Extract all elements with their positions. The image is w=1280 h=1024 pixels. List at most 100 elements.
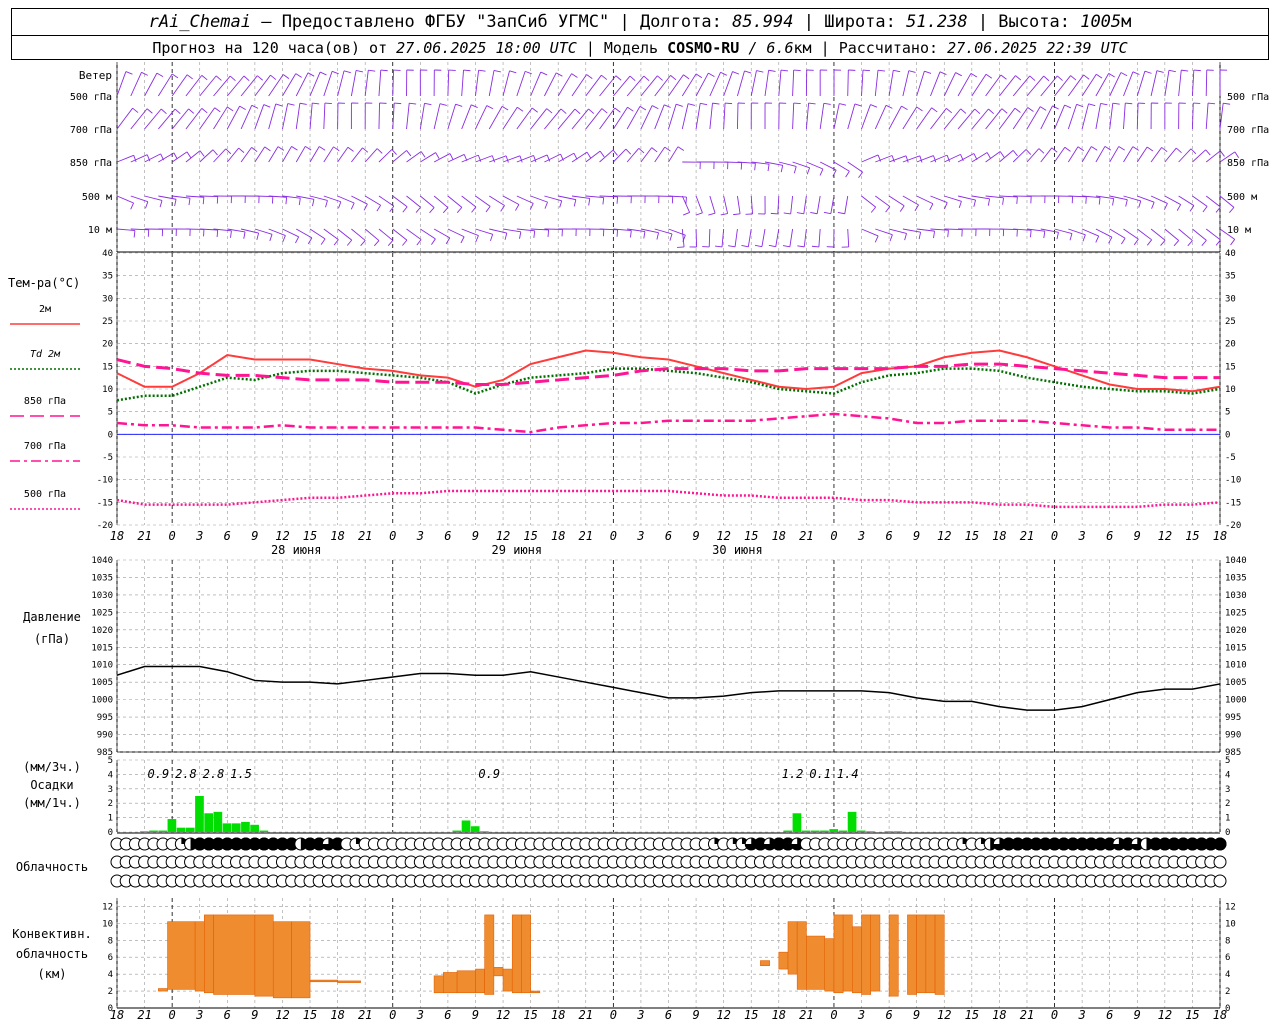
wind-barb-feather (670, 75, 677, 81)
wind-barb-feather (485, 206, 491, 213)
wind-barb-feather (559, 200, 563, 208)
wind-barb-2 (902, 155, 920, 163)
wind-barb-3 (309, 195, 328, 201)
wind-barb-1 (833, 103, 840, 130)
wind-barb-2 (461, 154, 479, 163)
wind-barb-1 (861, 104, 871, 130)
conv-xtick: 12 (275, 1008, 289, 1022)
wind-barb-feather (546, 154, 551, 162)
temp-xtick: 12 (716, 529, 730, 543)
precip-bar (884, 831, 894, 832)
wind-barb-feather (387, 240, 394, 247)
wind-barb-feather (810, 211, 818, 215)
wind-level-label: 10 м (88, 225, 112, 236)
wind-barb-feather (1205, 149, 1211, 156)
wind-barb-4 (902, 228, 921, 233)
wind-barb-feather (416, 239, 422, 246)
wind-barb-0 (475, 70, 480, 97)
wind-barb-1 (557, 108, 576, 130)
wind-barb-feather (839, 103, 847, 106)
wind-barb-0 (185, 75, 203, 97)
wind-barb-0 (695, 72, 709, 97)
wind-barb-feather (918, 232, 922, 240)
precip-bar (866, 831, 875, 832)
wind-barb-feather (675, 103, 683, 107)
wind-barb-feather (901, 105, 908, 111)
wind-barb-3 (571, 195, 590, 199)
temp-ytick-right: 35 (1225, 272, 1236, 282)
wind-barb-2 (544, 153, 561, 163)
wind-barb-feather (312, 102, 320, 105)
wind-barb-feather (146, 108, 153, 114)
pres-ytick-right: 995 (1225, 713, 1241, 723)
wind-barb-feather (744, 70, 752, 74)
wind-barb-feather (643, 231, 646, 239)
wind-barb-feather (546, 108, 553, 114)
wind-barb-0 (116, 71, 127, 97)
wind-barb-feather (782, 245, 790, 248)
wind-barb-4 (130, 228, 149, 231)
wind-barb-1 (171, 108, 189, 130)
conv-cloud-bar (309, 979, 338, 983)
wind-barb-feather (616, 229, 618, 237)
calc-time: 27.06.2025 22:39 UTC (947, 39, 1128, 57)
precip-bar (222, 823, 232, 832)
wind-barb-feather (1144, 70, 1152, 74)
pres-ytick-right: 1010 (1225, 661, 1247, 671)
wind-barb-4 (888, 228, 907, 234)
wind-barb-feather (243, 75, 250, 81)
wind-barb-0 (1054, 75, 1071, 97)
wind-barb-4 (323, 228, 339, 240)
wind-barb-4 (489, 228, 507, 234)
temp-xtick: 0 (1051, 529, 1058, 543)
wind-barb-feather (999, 151, 1005, 158)
conv-xtick: 18 (772, 1008, 786, 1022)
wind-barb-1 (585, 108, 603, 130)
wind-barb-4 (640, 228, 659, 234)
wind-barb-2 (613, 148, 627, 163)
wind-barb-0 (309, 71, 321, 97)
wind-barb-0 (861, 70, 864, 97)
wind-barb-feather (394, 102, 402, 105)
cloud-octa-fill (745, 838, 758, 850)
wind-barb-3 (875, 195, 891, 207)
wind-barb-feather (1029, 230, 1032, 238)
wind-barb-feather (768, 244, 776, 248)
conv-xtick: 9 (692, 1008, 699, 1022)
conv-xtick: 21 (799, 1008, 813, 1022)
pres-ytick-left: 1015 (91, 643, 113, 653)
prec-ytick-left: 2 (108, 799, 113, 809)
wind-barb-feather (1223, 102, 1231, 105)
wind-barb-3 (351, 195, 368, 205)
wind-barb-4 (708, 228, 711, 248)
wind-barb-feather (677, 146, 685, 151)
conv-ytick-right: 8 (1225, 936, 1230, 946)
wind-barb-feather (1234, 151, 1240, 159)
wind-barb-0 (392, 69, 395, 97)
wind-barb-feather (493, 69, 501, 73)
wind-barb-feather (540, 71, 548, 76)
conv-xtick: 18 (330, 1008, 344, 1022)
wind-barb-feather (946, 154, 951, 162)
conv-xtick: 9 (472, 1008, 479, 1022)
wind-barb-0 (199, 75, 217, 97)
temp-series-1 (116, 367, 1221, 402)
conv-cloud-bar (833, 914, 844, 994)
conv-cloud-bar (158, 988, 168, 992)
conv-xtick: 12 (1158, 1008, 1172, 1022)
wind-barb-feather (420, 151, 426, 158)
wind-barb-4 (734, 228, 738, 247)
wind-barb-feather (307, 72, 315, 77)
wind-barb-feather (720, 213, 728, 216)
wind-barb-feather (768, 69, 776, 72)
wind-barb-feather (282, 74, 290, 79)
conv-cloud-bar (861, 914, 872, 995)
wind-barb-1 (1123, 103, 1126, 130)
wind-barb-feather (251, 147, 258, 153)
wind-barb-1 (695, 103, 701, 130)
wind-barb-1 (709, 103, 713, 130)
wind-barb-feather (338, 201, 342, 209)
temp-series-3 (116, 412, 1220, 434)
conv-cloud-bar (511, 914, 522, 994)
conv-xtick: 6 (665, 1008, 672, 1022)
